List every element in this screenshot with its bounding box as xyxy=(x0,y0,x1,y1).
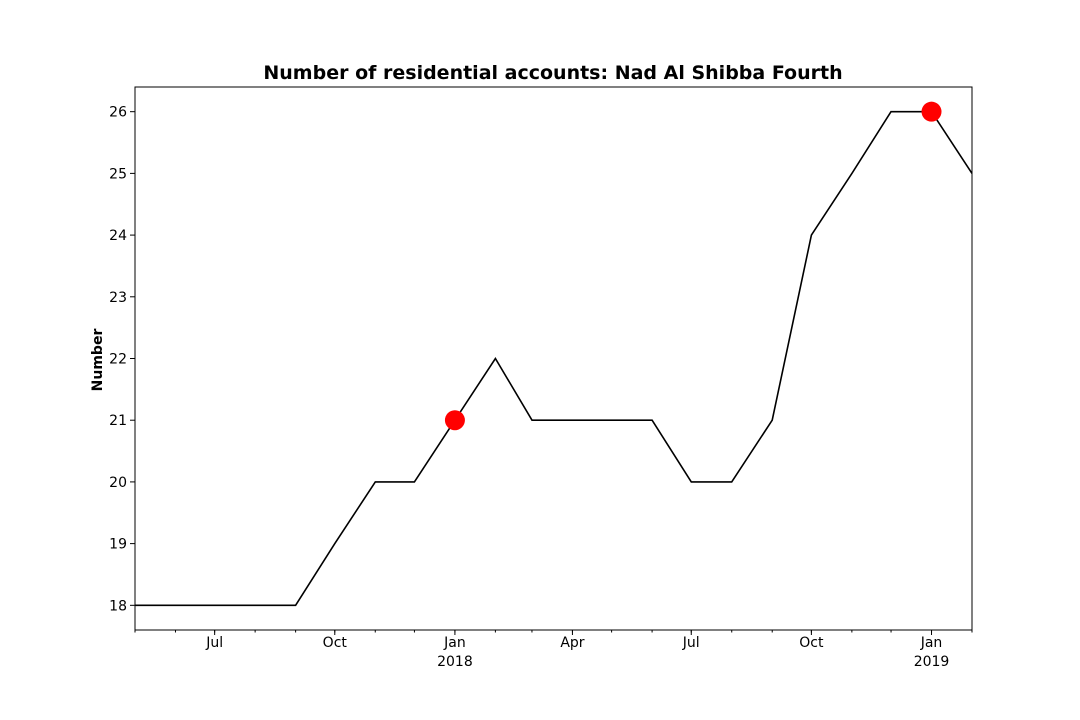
x-tick-year-label: 2018 xyxy=(437,654,473,670)
y-tick-label: 23 xyxy=(109,290,127,306)
x-tick-label: Apr xyxy=(560,635,584,651)
y-tick-label: 22 xyxy=(109,352,127,368)
y-tick-label: 18 xyxy=(109,598,127,614)
x-tick-label: Jan xyxy=(920,635,943,651)
series-line xyxy=(135,110,973,607)
y-tick-label: 24 xyxy=(109,228,127,244)
y-axis-ticks: 18 19 20 21 22 23 24 25 26 xyxy=(109,105,135,614)
x-tick-label: Jul xyxy=(205,635,223,651)
highlight-point xyxy=(444,410,465,431)
plot-area-frame xyxy=(134,86,973,631)
x-tick-label: Oct xyxy=(323,635,348,651)
y-tick-label: 25 xyxy=(109,166,127,182)
x-tick-label: Jul xyxy=(682,635,700,651)
y-tick-label: 19 xyxy=(109,537,127,553)
series-group xyxy=(135,110,973,607)
y-tick-label: 26 xyxy=(109,105,127,121)
chart-title: Number of residential accounts: Nad Al S… xyxy=(263,62,842,84)
x-tick-year-label: 2019 xyxy=(914,654,950,670)
x-tick-label: Oct xyxy=(799,635,824,651)
highlight-point xyxy=(921,101,942,122)
y-tick-label: 20 xyxy=(109,475,127,491)
x-tick-label: Jan xyxy=(443,635,466,651)
y-tick-label: 21 xyxy=(109,413,127,429)
y-axis-label: Number xyxy=(90,329,106,392)
highlight-markers xyxy=(444,101,942,431)
x-axis-ticks: Jul Oct Jan 2018 Apr Jul Oct Jan 2019 xyxy=(134,630,973,670)
